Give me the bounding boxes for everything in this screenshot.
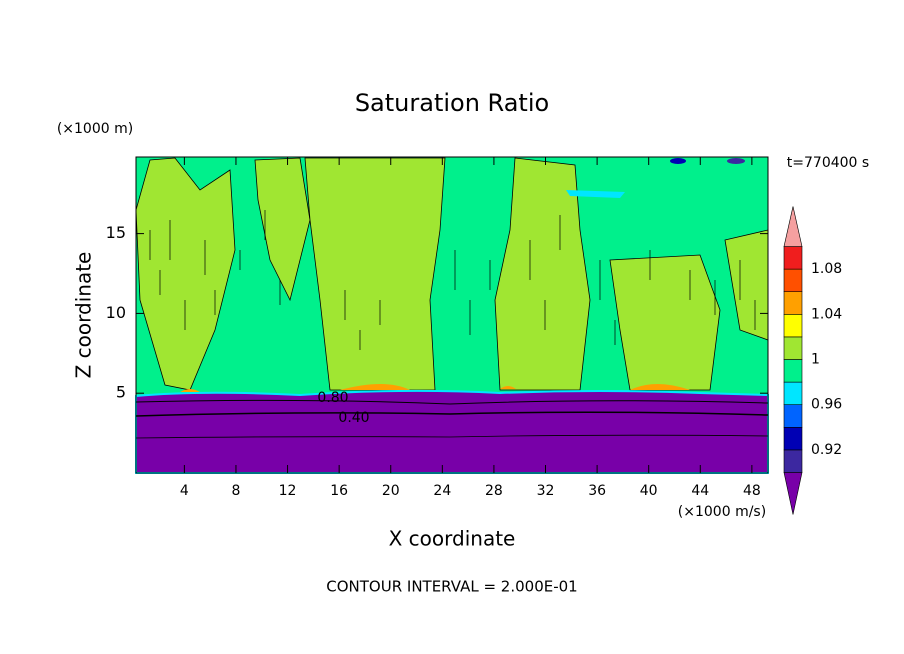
field-patch	[494, 157, 591, 391]
field-patch	[566, 190, 625, 198]
contour-label: 0.40	[338, 410, 369, 426]
contour-line	[135, 434, 769, 439]
x-tick-label: 20	[382, 483, 400, 499]
y-tick-label: 5	[116, 383, 126, 402]
y-tick-label: 10	[106, 303, 126, 322]
colorbar-segment	[783, 404, 803, 428]
x-tick-label: 16	[330, 483, 348, 499]
colorbar-segment	[783, 426, 803, 451]
contour-field: 0.80 0.40	[135, 157, 769, 474]
field-patch	[670, 158, 686, 164]
x-tick-label: 12	[279, 483, 297, 499]
x-tick-label: 44	[691, 483, 709, 499]
time-label: t=770400 s	[787, 155, 869, 171]
chart-title: Saturation Ratio	[355, 89, 549, 117]
field-patch	[135, 157, 236, 391]
x-axis-label: X coordinate	[389, 527, 516, 551]
x-unit: (×1000 m/s)	[678, 504, 766, 520]
colorbar-tick-label: 1.08	[811, 261, 842, 277]
x-tick-label: 28	[485, 483, 503, 499]
colorbar-over	[783, 206, 803, 247]
field-patch	[727, 158, 745, 164]
footer: CONTOUR INTERVAL = 2.000E-01	[326, 578, 577, 596]
colorbar-tick-label: 0.96	[811, 397, 842, 413]
colorbar-segment	[783, 291, 803, 315]
contour-line	[135, 399, 769, 405]
colorbar-segment	[783, 246, 803, 270]
colorbar-segment	[783, 268, 803, 293]
colorbar-tick-label: 1.04	[811, 306, 842, 322]
x-tick-label: 36	[588, 483, 606, 499]
y-unit: (×1000 m)	[57, 121, 133, 137]
y-axis-label: Z coordinate	[72, 252, 96, 379]
x-tick-label: 32	[537, 483, 555, 499]
x-tick-label: 48	[743, 483, 761, 499]
field-patch	[254, 157, 311, 302]
colorbar-segment	[783, 359, 803, 383]
y-tick-label: 15	[106, 223, 126, 242]
contour-label: 0.80	[317, 390, 348, 406]
colorbar-under	[783, 472, 803, 515]
colorbar-tick-label: 0.92	[811, 442, 842, 458]
contour-noise	[149, 210, 756, 350]
colorbar-segment	[783, 381, 803, 406]
plot-frame	[135, 156, 769, 474]
field-patch	[135, 389, 769, 474]
colorbar-segment	[783, 449, 803, 473]
colorbar-segment	[783, 336, 803, 360]
x-tick-label: 40	[640, 483, 658, 499]
contour-line	[135, 411, 769, 417]
x-tick-label: 8	[231, 483, 240, 499]
colorbar-segment	[783, 313, 803, 338]
x-tick-label: 4	[180, 483, 189, 499]
field-patch	[304, 157, 446, 391]
field-patch	[609, 254, 721, 391]
colorbar-tick-label: 1	[811, 352, 820, 368]
x-tick-label: 24	[433, 483, 451, 499]
